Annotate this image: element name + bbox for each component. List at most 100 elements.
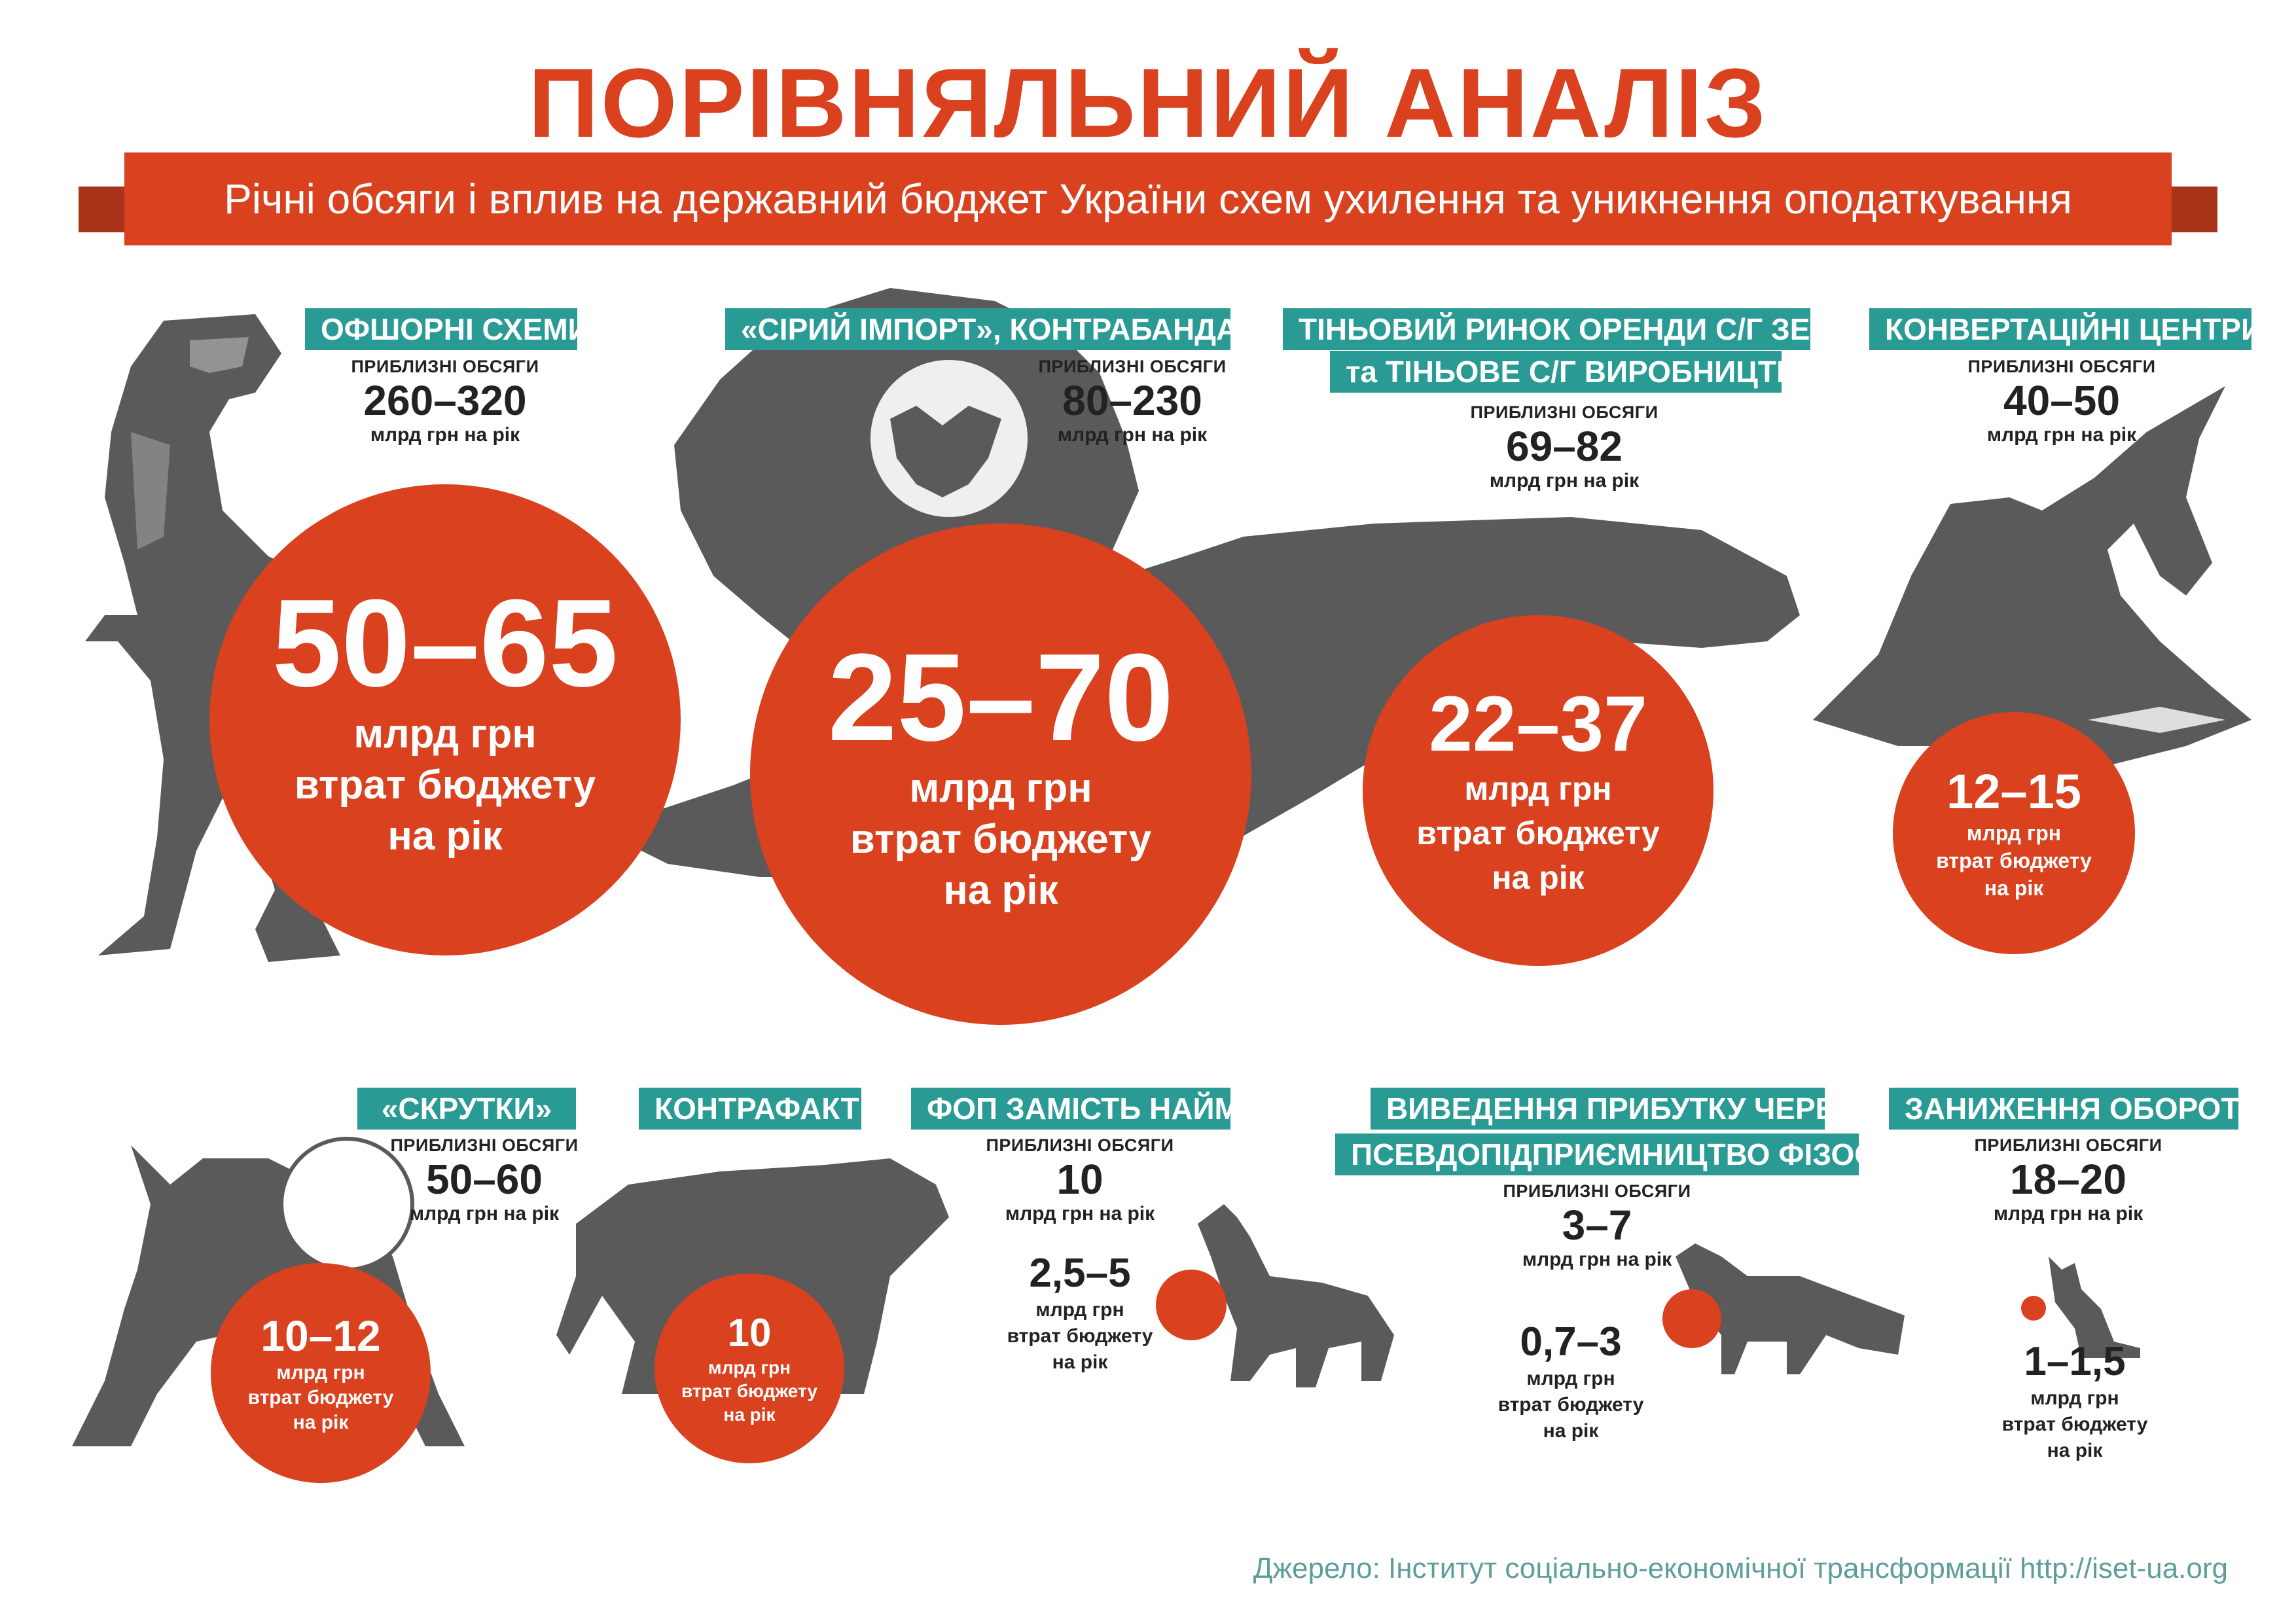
volume-label: ПРИБЛИЗНІ ОБСЯГИ [1503, 1181, 1691, 1201]
loss-text: на рік [723, 1404, 776, 1425]
banner-fold-right [2172, 187, 2217, 232]
loss-unit: млрд грн [1464, 770, 1612, 807]
fox-icon [1676, 1243, 1905, 1374]
volume-block-fop: ПРИБЛИЗНІ ОБСЯГИ 10 млрд грн на рік [956, 1135, 1204, 1225]
loss-text: втрат бюджету [1007, 1325, 1153, 1347]
loss-circle-conversion: 12–15 млрд грн втрат бюджету на рік [1893, 712, 2135, 954]
loss-text: на рік [1543, 1420, 1599, 1442]
volume-block-conversion: ПРИБЛИЗНІ ОБСЯГИ 40–50 млрд грн на рік [1931, 357, 2193, 446]
loss-text: на рік [2047, 1440, 2103, 1461]
loss-text: втрат бюджету [2001, 1414, 2148, 1435]
loss-text: втрат бюджету [247, 1387, 394, 1408]
volume-unit: млрд грн на рік [409, 1203, 560, 1224]
volume-unit: млрд грн на рік [1522, 1249, 1672, 1270]
volume-label: ПРИБЛИЗНІ ОБСЯГИ [351, 357, 539, 376]
volume-label: ПРИБЛИЗНІ ОБСЯГИ [390, 1135, 579, 1155]
volume-value: 69–82 [1506, 423, 1623, 470]
tag-skrutky: «СКРУТКИ» [357, 1088, 576, 1130]
tag-counterfeit: КОНТРАФАКТ [639, 1088, 861, 1130]
loss-value: 1–1,5 [2024, 1339, 2126, 1384]
volume-label: ПРИБЛИЗНІ ОБСЯГИ [1974, 1135, 2162, 1155]
loss-unit: млрд грн [276, 1362, 365, 1383]
loss-unit: млрд грн [1035, 1299, 1124, 1321]
loss-value: 12–15 [1946, 764, 2081, 819]
loss-text: на рік [1052, 1351, 1108, 1373]
tag-fop: ФОП ЗАМІСТЬ НАЙМУ [911, 1088, 1258, 1130]
loss-text: на рік [1984, 876, 2044, 900]
volume-unit: млрд грн на рік [1489, 470, 1640, 491]
loss-circle-grey-import: 25–70 млрд грн втрат бюджету на рік [750, 524, 1251, 1025]
loss-dot-pseudo [1662, 1289, 1721, 1348]
volume-label: ПРИБЛИЗНІ ОБСЯГИ [986, 1135, 1174, 1155]
volume-unit: млрд грн на рік [1005, 1203, 1155, 1224]
loss-value: 10–12 [260, 1311, 381, 1360]
tag-turnover: ЗАНИЖЕННЯ ОБОРОТІВ [1889, 1088, 2269, 1130]
loss-value: 2,5–5 [1029, 1251, 1131, 1296]
volume-value: 80–230 [1062, 377, 1202, 424]
volume-unit: млрд грн на рік [370, 424, 520, 446]
volume-block-land: ПРИБЛИЗНІ ОБСЯГИ 69–82 млрд грн на рік [1433, 402, 1695, 492]
loss-value: 25–70 [827, 628, 1174, 767]
volume-value: 3–7 [1562, 1202, 1632, 1249]
volume-value: 50–60 [426, 1156, 543, 1203]
loss-circle-offshore: 50–65 млрд грн втрат бюджету на рік [209, 484, 681, 955]
loss-text: на рік [943, 868, 1058, 913]
volume-value: 18–20 [2010, 1156, 2126, 1203]
tag-pseudo-line2: ПСЕВДОПІДПРИЄМНИЦТВО ФІЗОСІБ [1335, 1133, 1906, 1175]
tag-offshore: ОФШОРНІ СХЕМИ [305, 308, 590, 350]
loss-unit: млрд грн [708, 1357, 791, 1378]
loss-text: втрат бюджету [681, 1381, 817, 1401]
loss-text: втрат бюджету [850, 817, 1152, 862]
loss-text: втрат бюджету [1936, 849, 2092, 872]
loss-text: на рік [387, 813, 503, 859]
volume-value: 260–320 [363, 377, 527, 424]
loss-value: 22–37 [1429, 680, 1647, 768]
volume-label: ПРИБЛИЗНІ ОБСЯГИ [1470, 402, 1659, 422]
loss-block-pseudo: 0,7–3 млрд грн втрат бюджету на рік [1473, 1319, 1669, 1444]
volume-unit: млрд грн на рік [1057, 424, 1208, 446]
volume-value: 10 [1056, 1156, 1103, 1203]
tag-grey-import: «СІРИЙ ІМПОРТ», КОНТРАБАНДА [725, 308, 1238, 350]
banner-fold-left [79, 187, 124, 232]
loss-unit: млрд грн [2030, 1387, 2119, 1409]
volume-label: ПРИБЛИЗНІ ОБСЯГИ [1038, 357, 1227, 376]
tag-conversion: КОНВЕРТАЦІЙНІ ЦЕНТРИ [1869, 308, 2263, 350]
loss-circle-counterfeit: 10 млрд грн втрат бюджету на рік [655, 1274, 844, 1463]
loss-text: на рік [1492, 859, 1585, 896]
volume-unit: млрд грн на рік [1993, 1203, 2144, 1224]
loss-unit: млрд грн [909, 766, 1092, 811]
loss-text: на рік [293, 1412, 349, 1433]
loss-block-turnover: 1–1,5 млрд грн втрат бюджету на рік [1977, 1338, 2173, 1464]
page-title: ПОРІВНЯЛЬНИЙ АНАЛІЗ [528, 48, 1768, 158]
loss-circle-land: 22–37 млрд грн втрат бюджету на рік [1363, 615, 1713, 966]
cat-icon [2049, 1257, 2140, 1358]
loss-unit: млрд грн [353, 711, 537, 757]
loss-text: втрат бюджету [294, 762, 596, 808]
volume-block-skrutky: ПРИБЛИЗНІ ОБСЯГИ 50–60 млрд грн на рік [360, 1135, 609, 1225]
volume-block-grey-import: ПРИБЛИЗНІ ОБСЯГИ 80–230 млрд грн на рік [1001, 357, 1263, 446]
volume-label: ПРИБЛИЗНІ ОБСЯГИ [1967, 357, 2156, 376]
tag-land-line1: ТІНЬОВИЙ РИНОК ОРЕНДИ С/Г ЗЕМЛІ [1283, 308, 1865, 350]
loss-value: 50–65 [272, 574, 619, 713]
loss-circle-skrutky: 10–12 млрд грн втрат бюджету на рік [211, 1263, 431, 1483]
loss-unit: млрд грн [1966, 821, 2062, 845]
loss-unit: млрд грн [1526, 1368, 1615, 1389]
source-credit: Джерело: Інститут соціально-економічної … [1253, 1552, 2228, 1584]
volume-block-pseudo: ПРИБЛИЗНІ ОБСЯГИ 3–7 млрд грн на рік [1473, 1181, 1721, 1271]
loss-value: 0,7–3 [1520, 1319, 1622, 1364]
loss-block-fop: 2,5–5 млрд грн втрат бюджету на рік [982, 1250, 1178, 1376]
loss-value: 10 [727, 1311, 772, 1355]
dog-icon [1198, 1204, 1394, 1387]
volume-value: 40–50 [2003, 377, 2120, 424]
loss-dot-fop [1156, 1270, 1227, 1340]
volume-block-offshore: ПРИБЛИЗНІ ОБСЯГИ 260–320 млрд грн на рік [314, 357, 576, 446]
volume-block-turnover: ПРИБЛИЗНІ ОБСЯГИ 18–20 млрд грн на рік [1944, 1135, 2193, 1225]
loss-text: втрат бюджету [1416, 815, 1660, 851]
subtitle-banner: Річні обсяги і вплив на державний бюджет… [0, 147, 2296, 272]
volume-unit: млрд грн на рік [1986, 424, 2137, 446]
loss-dot-turnover [2021, 1296, 2046, 1321]
loss-text: втрат бюджету [1498, 1394, 1644, 1416]
tag-land-line2: та ТІНЬОВЕ С/Г ВИРОБНИЦТВО [1330, 351, 1821, 393]
tag-pseudo-line1: ВИВЕДЕННЯ ПРИБУТКУ ЧЕРЕЗ [1371, 1088, 1854, 1130]
subtitle: Річні обсяги і вплив на державний бюджет… [124, 152, 2172, 245]
